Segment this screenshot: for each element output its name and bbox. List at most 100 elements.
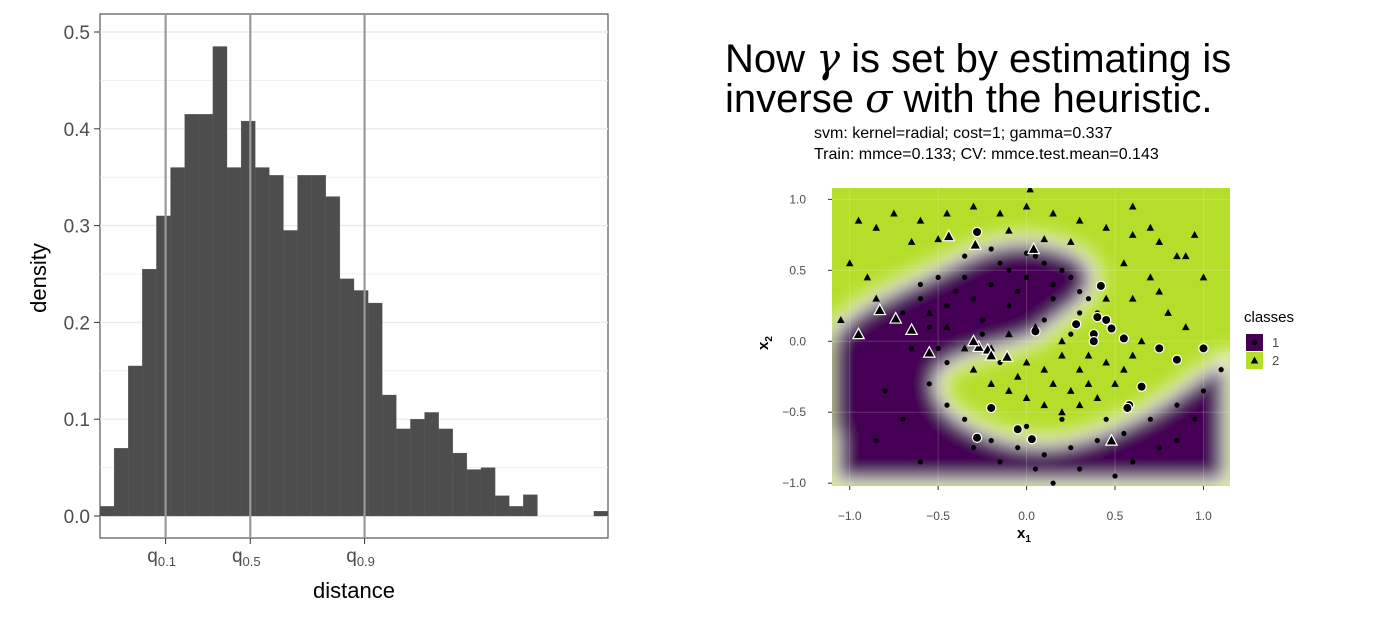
svm-x-tick-label: −1.0: [838, 509, 862, 523]
histogram-bar: [593, 511, 609, 517]
class-2-point: [987, 379, 995, 387]
histogram-bar: [339, 278, 355, 517]
svm-y-axis-title: x2: [755, 336, 775, 350]
class-2-point: [1067, 237, 1075, 245]
class-1-misclassified-point: [1154, 343, 1165, 354]
svm-x-tick-label: −0.5: [926, 509, 950, 523]
svm-y-tick-label: −0.5: [782, 405, 806, 419]
class-1-misclassified-point: [1136, 381, 1147, 392]
class-1-point: [997, 260, 1003, 266]
y-axis-subscript: 2: [764, 336, 775, 342]
class-1-misclassified-point: [1171, 354, 1183, 365]
class-1-point: [1174, 437, 1180, 444]
class-1-misclassified-point: [1088, 336, 1099, 347]
class-2-point: [1093, 394, 1102, 402]
class-2-misclassified-point: [1104, 433, 1119, 446]
class-1-point: [917, 459, 924, 465]
histogram-x-tick-label: q0.5: [232, 546, 261, 569]
class-2-point: [1040, 235, 1049, 243]
class-1-point: [917, 296, 924, 302]
class-1-point: [882, 388, 888, 394]
histogram-bar: [283, 230, 298, 517]
class-2-point: [872, 223, 881, 231]
class-1-point: [1041, 317, 1047, 323]
class-1-misclassified-point: [1122, 402, 1133, 414]
histogram-bar: [494, 495, 510, 517]
class-1-point: [1121, 430, 1127, 437]
class-2-point: [1146, 273, 1155, 281]
histogram-bar: [297, 175, 312, 517]
class-2-point: [1181, 252, 1190, 260]
histogram-bar: [255, 167, 270, 517]
class-1-point: [1059, 267, 1065, 273]
class-1-point: [988, 437, 994, 444]
class-1-point: [1112, 473, 1118, 479]
class-1-point: [1147, 416, 1153, 422]
histogram-bar: [452, 452, 468, 517]
class-2-point: [1181, 323, 1190, 331]
class-1-point: [962, 253, 968, 259]
legend-circle-marker: [1251, 339, 1258, 346]
class-2-point: [1075, 216, 1084, 224]
class-1-point: [935, 274, 941, 280]
tick-label-subscript: 0.9: [357, 554, 375, 569]
class-1-misclassified-point: [1198, 343, 1209, 354]
chart-subtitle-2: Train: mmce=0.133; CV: mmce.test.mean=0.…: [814, 146, 1159, 163]
gamma-symbol: γ: [816, 36, 840, 82]
class-1-misclassified-point: [1012, 424, 1023, 435]
histogram-bar: [382, 394, 397, 517]
legend-label-2: 2: [1272, 353, 1279, 368]
histogram-bar: [509, 506, 524, 517]
class1-region-lobe: [832, 264, 1071, 447]
histogram-bar: [99, 506, 115, 517]
tick-label-base: q: [147, 546, 158, 567]
tick-label-subscript: 0.1: [158, 554, 176, 569]
class-1-misclassified-point: [971, 226, 983, 238]
histogram-y-tick-label: 0.2: [64, 313, 90, 334]
title-line2-prefix: inverse: [725, 77, 865, 121]
class-2-misclassified-point: [1000, 349, 1014, 362]
class-2-point: [1031, 323, 1040, 331]
class-2-point: [1128, 230, 1137, 238]
class-2-misclassified-point: [966, 333, 981, 347]
histogram-bar: [353, 290, 369, 517]
class-2-point: [1102, 294, 1110, 302]
histogram-y-tick-label: 0.1: [64, 410, 90, 431]
class-1-misclassified-point: [1100, 314, 1112, 326]
histogram-bars: [99, 46, 609, 517]
class-2-point: [1173, 252, 1181, 260]
class-1-point: [1192, 416, 1198, 422]
chart-title-line-1: Now γ is set by estimating is: [725, 36, 1231, 82]
class-1-point: [1200, 388, 1207, 394]
class-2-point: [1146, 223, 1155, 231]
class-1-point: [1050, 296, 1056, 302]
x-axis-base: x: [1017, 525, 1026, 542]
class-1-point: [1015, 445, 1021, 451]
legend: classes 1 2: [1244, 309, 1294, 369]
histogram-bar: [480, 467, 496, 517]
class-1-point: [1032, 466, 1039, 472]
title-line1-suffix: is set by estimating is: [840, 37, 1231, 81]
svm-y-tick-label: 0.0: [789, 334, 806, 348]
class-2-misclassified-point: [904, 322, 919, 336]
histogram-bar: [184, 114, 199, 517]
svm-y-tick-label: 1.0: [789, 192, 806, 206]
class-2-point: [1049, 379, 1057, 387]
class-2-misclassified-point: [1026, 241, 1041, 255]
class-1-point: [1077, 466, 1083, 472]
class-2-misclassified-point: [888, 311, 903, 324]
class-2-misclassified-point: [984, 348, 998, 361]
class-1-misclassified-point: [1095, 280, 1107, 292]
class-2-point: [943, 209, 951, 217]
class-2-point: [1164, 308, 1172, 316]
class-1-point: [926, 381, 932, 387]
histogram-bar: [367, 302, 383, 517]
class-2-point: [1155, 237, 1164, 245]
histogram-bar: [226, 167, 242, 517]
class-1-point: [1085, 296, 1092, 302]
class-1-point: [1050, 480, 1056, 486]
class-1-point: [988, 281, 994, 288]
class-1-point: [1068, 274, 1074, 280]
class-2-point: [1102, 358, 1110, 366]
